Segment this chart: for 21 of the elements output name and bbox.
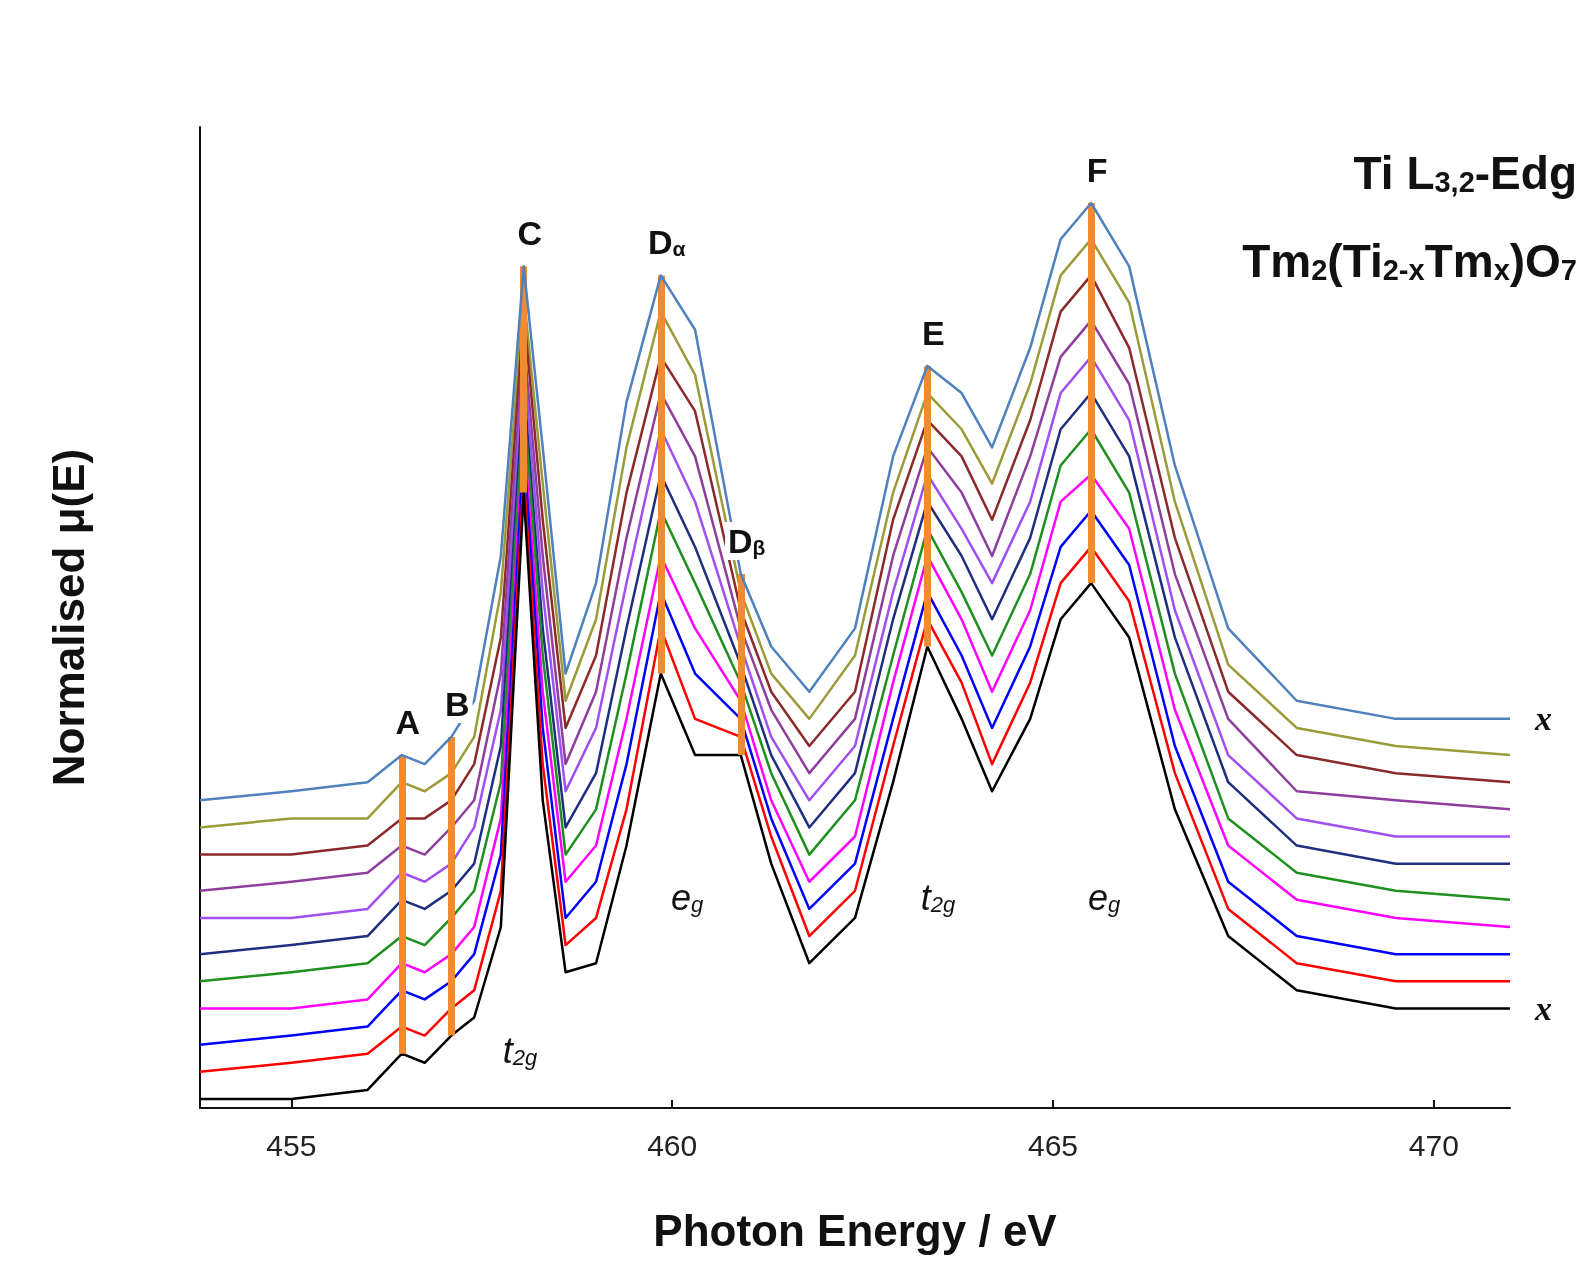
ref-line-label: Dβ (728, 522, 766, 561)
y-axis-title: Normalised μ(E) (43, 448, 93, 787)
annotation: x (1534, 700, 1552, 738)
ref-line-label: A (395, 703, 421, 742)
ref-line-label: Dα (648, 223, 686, 262)
text: Tm2(Ti2-xTmx)O7 (1242, 235, 1578, 287)
ref-line-label: F (1086, 151, 1108, 190)
ref-line-label: B (445, 684, 470, 723)
x-tick-label: 460 (647, 1128, 698, 1162)
annotation: eg (670, 876, 704, 918)
annotation: x (1534, 989, 1552, 1027)
x-tick-label: 470 (1408, 1128, 1459, 1162)
x-axis-title: Photon Energy / eV (653, 1205, 1058, 1255)
x-tick-label: 455 (266, 1128, 317, 1162)
x-tick-label: 465 (1027, 1128, 1079, 1162)
ref-line-label: E (922, 313, 945, 352)
annotation: eg (1087, 876, 1121, 918)
ref-line-label: C (517, 214, 542, 253)
annotation: t2g (920, 876, 956, 918)
annotation: t2g (502, 1029, 538, 1071)
chart-title: Ti L3,2-Edg (1353, 147, 1578, 199)
